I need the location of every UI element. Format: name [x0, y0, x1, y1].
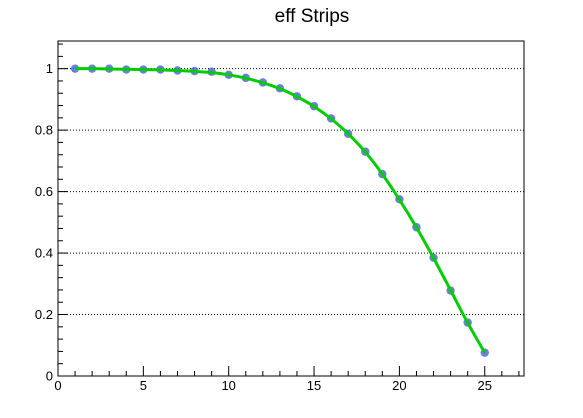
y-tick-label: 1: [46, 61, 53, 76]
x-tick-label: 5: [140, 378, 147, 393]
axes: 00.20.40.60.810 5 10 15 20 25: [35, 43, 520, 393]
x-tick-label: 20: [392, 378, 406, 393]
y-tick-label: 0.2: [35, 307, 53, 322]
fit-curve: [75, 67, 487, 354]
chart-title: eff Strips: [275, 6, 350, 27]
y-tick-label: 0: [46, 369, 53, 384]
plot-frame: [57, 40, 525, 377]
grid-lines: [58, 68, 524, 316]
x-tick-label: 15: [307, 378, 321, 393]
x-tick-label: 25: [478, 378, 492, 393]
y-tick-label: 0.4: [35, 246, 53, 261]
x-tick-label: 10: [221, 378, 235, 393]
y-tick-label: 0.8: [35, 123, 53, 138]
series-layer: [70, 64, 489, 357]
x-tick-label: 0: [54, 378, 61, 393]
y-tick-label: 0.6: [35, 184, 53, 199]
